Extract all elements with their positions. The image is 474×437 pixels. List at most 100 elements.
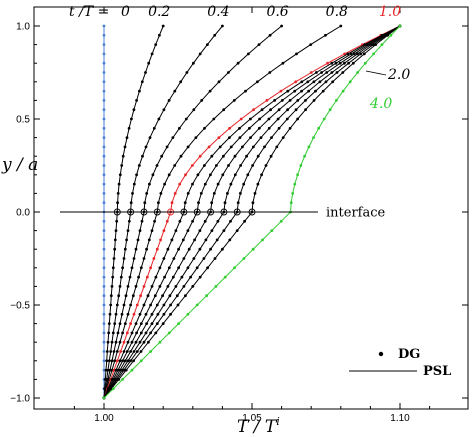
series-point: [348, 80, 352, 84]
series-point: [102, 350, 106, 353]
series-point: [130, 368, 134, 372]
series-point: [200, 99, 204, 102]
series-point: [126, 340, 130, 344]
series-point: [123, 322, 127, 325]
series-point: [115, 350, 119, 353]
series-point: [113, 247, 117, 251]
series-point: [328, 108, 332, 112]
series-point: [199, 192, 203, 195]
series-point: [107, 359, 111, 363]
series-point: [109, 294, 113, 298]
series-point: [121, 331, 124, 335]
series-point: [142, 285, 146, 288]
series-point: [165, 219, 169, 223]
series-point: [158, 340, 162, 344]
series-point: [257, 43, 261, 46]
series-point: [115, 359, 119, 363]
series-point: [130, 331, 134, 335]
series-point: [309, 43, 313, 46]
series-point: [144, 145, 148, 149]
series-point: [145, 247, 149, 251]
series-point: [102, 89, 106, 93]
series-point: [322, 117, 326, 121]
series-point: [198, 52, 202, 56]
series-point: [138, 340, 142, 344]
series-point: [174, 285, 178, 288]
x-tick-label: 1.05: [242, 413, 262, 424]
series-point: [102, 24, 106, 28]
series-point: [203, 219, 207, 223]
series-point: [126, 312, 130, 316]
series-point: [177, 322, 181, 325]
series-point: [102, 285, 106, 288]
series-point: [104, 368, 108, 372]
series-point: [113, 359, 117, 363]
series-point: [259, 136, 263, 140]
series-point: [161, 294, 165, 298]
series-point: [256, 182, 260, 186]
series-point: [148, 136, 152, 140]
series-point: [352, 52, 356, 56]
series-point: [198, 247, 202, 251]
series-point: [207, 145, 211, 149]
series-point: [242, 257, 246, 260]
series-point: [125, 136, 129, 140]
series-point: [155, 303, 159, 307]
series-point: [198, 154, 202, 158]
series-point: [166, 247, 170, 251]
series-point: [227, 71, 230, 74]
series-point: [113, 322, 117, 325]
series-point: [364, 61, 367, 65]
series-point: [116, 331, 120, 335]
series-point: [309, 71, 313, 74]
series-point: [102, 331, 106, 335]
series-point: [389, 33, 393, 37]
series-point: [167, 266, 171, 270]
series-point: [222, 229, 226, 233]
series-point: [194, 136, 198, 140]
y-tick-label: −0.5: [10, 301, 30, 312]
series-point: [181, 238, 185, 242]
series-point: [299, 164, 303, 167]
series-point: [132, 108, 136, 112]
series-point: [216, 182, 220, 186]
series-point: [321, 89, 325, 93]
series-point: [249, 136, 252, 140]
series-point: [209, 173, 212, 177]
series-point: [205, 294, 209, 298]
series-point: [140, 219, 144, 223]
series-point: [212, 117, 216, 121]
series-point: [242, 182, 246, 186]
legend: DG PSL: [349, 347, 451, 379]
x-tick-label: 1.10: [390, 413, 410, 424]
series-point: [175, 294, 179, 298]
series-point: [102, 359, 106, 363]
series-point: [318, 80, 322, 84]
series-point: [170, 238, 174, 242]
series-point: [210, 229, 214, 233]
curve-label: 0.2: [148, 4, 170, 20]
series-point: [167, 173, 171, 177]
series-point: [118, 285, 122, 288]
series-point: [245, 154, 249, 158]
series-point: [203, 164, 206, 167]
series-point: [102, 229, 106, 233]
series-point: [149, 303, 153, 307]
series-point: [280, 24, 283, 28]
series-point: [317, 126, 321, 130]
series-point: [270, 136, 273, 140]
series-point: [127, 126, 131, 130]
series-point: [162, 312, 166, 316]
series-point: [163, 275, 167, 279]
series-point: [132, 312, 136, 316]
series-point: [293, 182, 297, 186]
series-point: [189, 275, 193, 279]
series-point: [204, 238, 208, 242]
y-axis-title: y / a: [1, 155, 38, 175]
series-point: [162, 257, 166, 260]
series-point: [178, 219, 182, 223]
series-point: [102, 247, 106, 251]
series-point: [346, 52, 350, 56]
series-point: [214, 285, 218, 288]
series-point: [334, 61, 338, 65]
